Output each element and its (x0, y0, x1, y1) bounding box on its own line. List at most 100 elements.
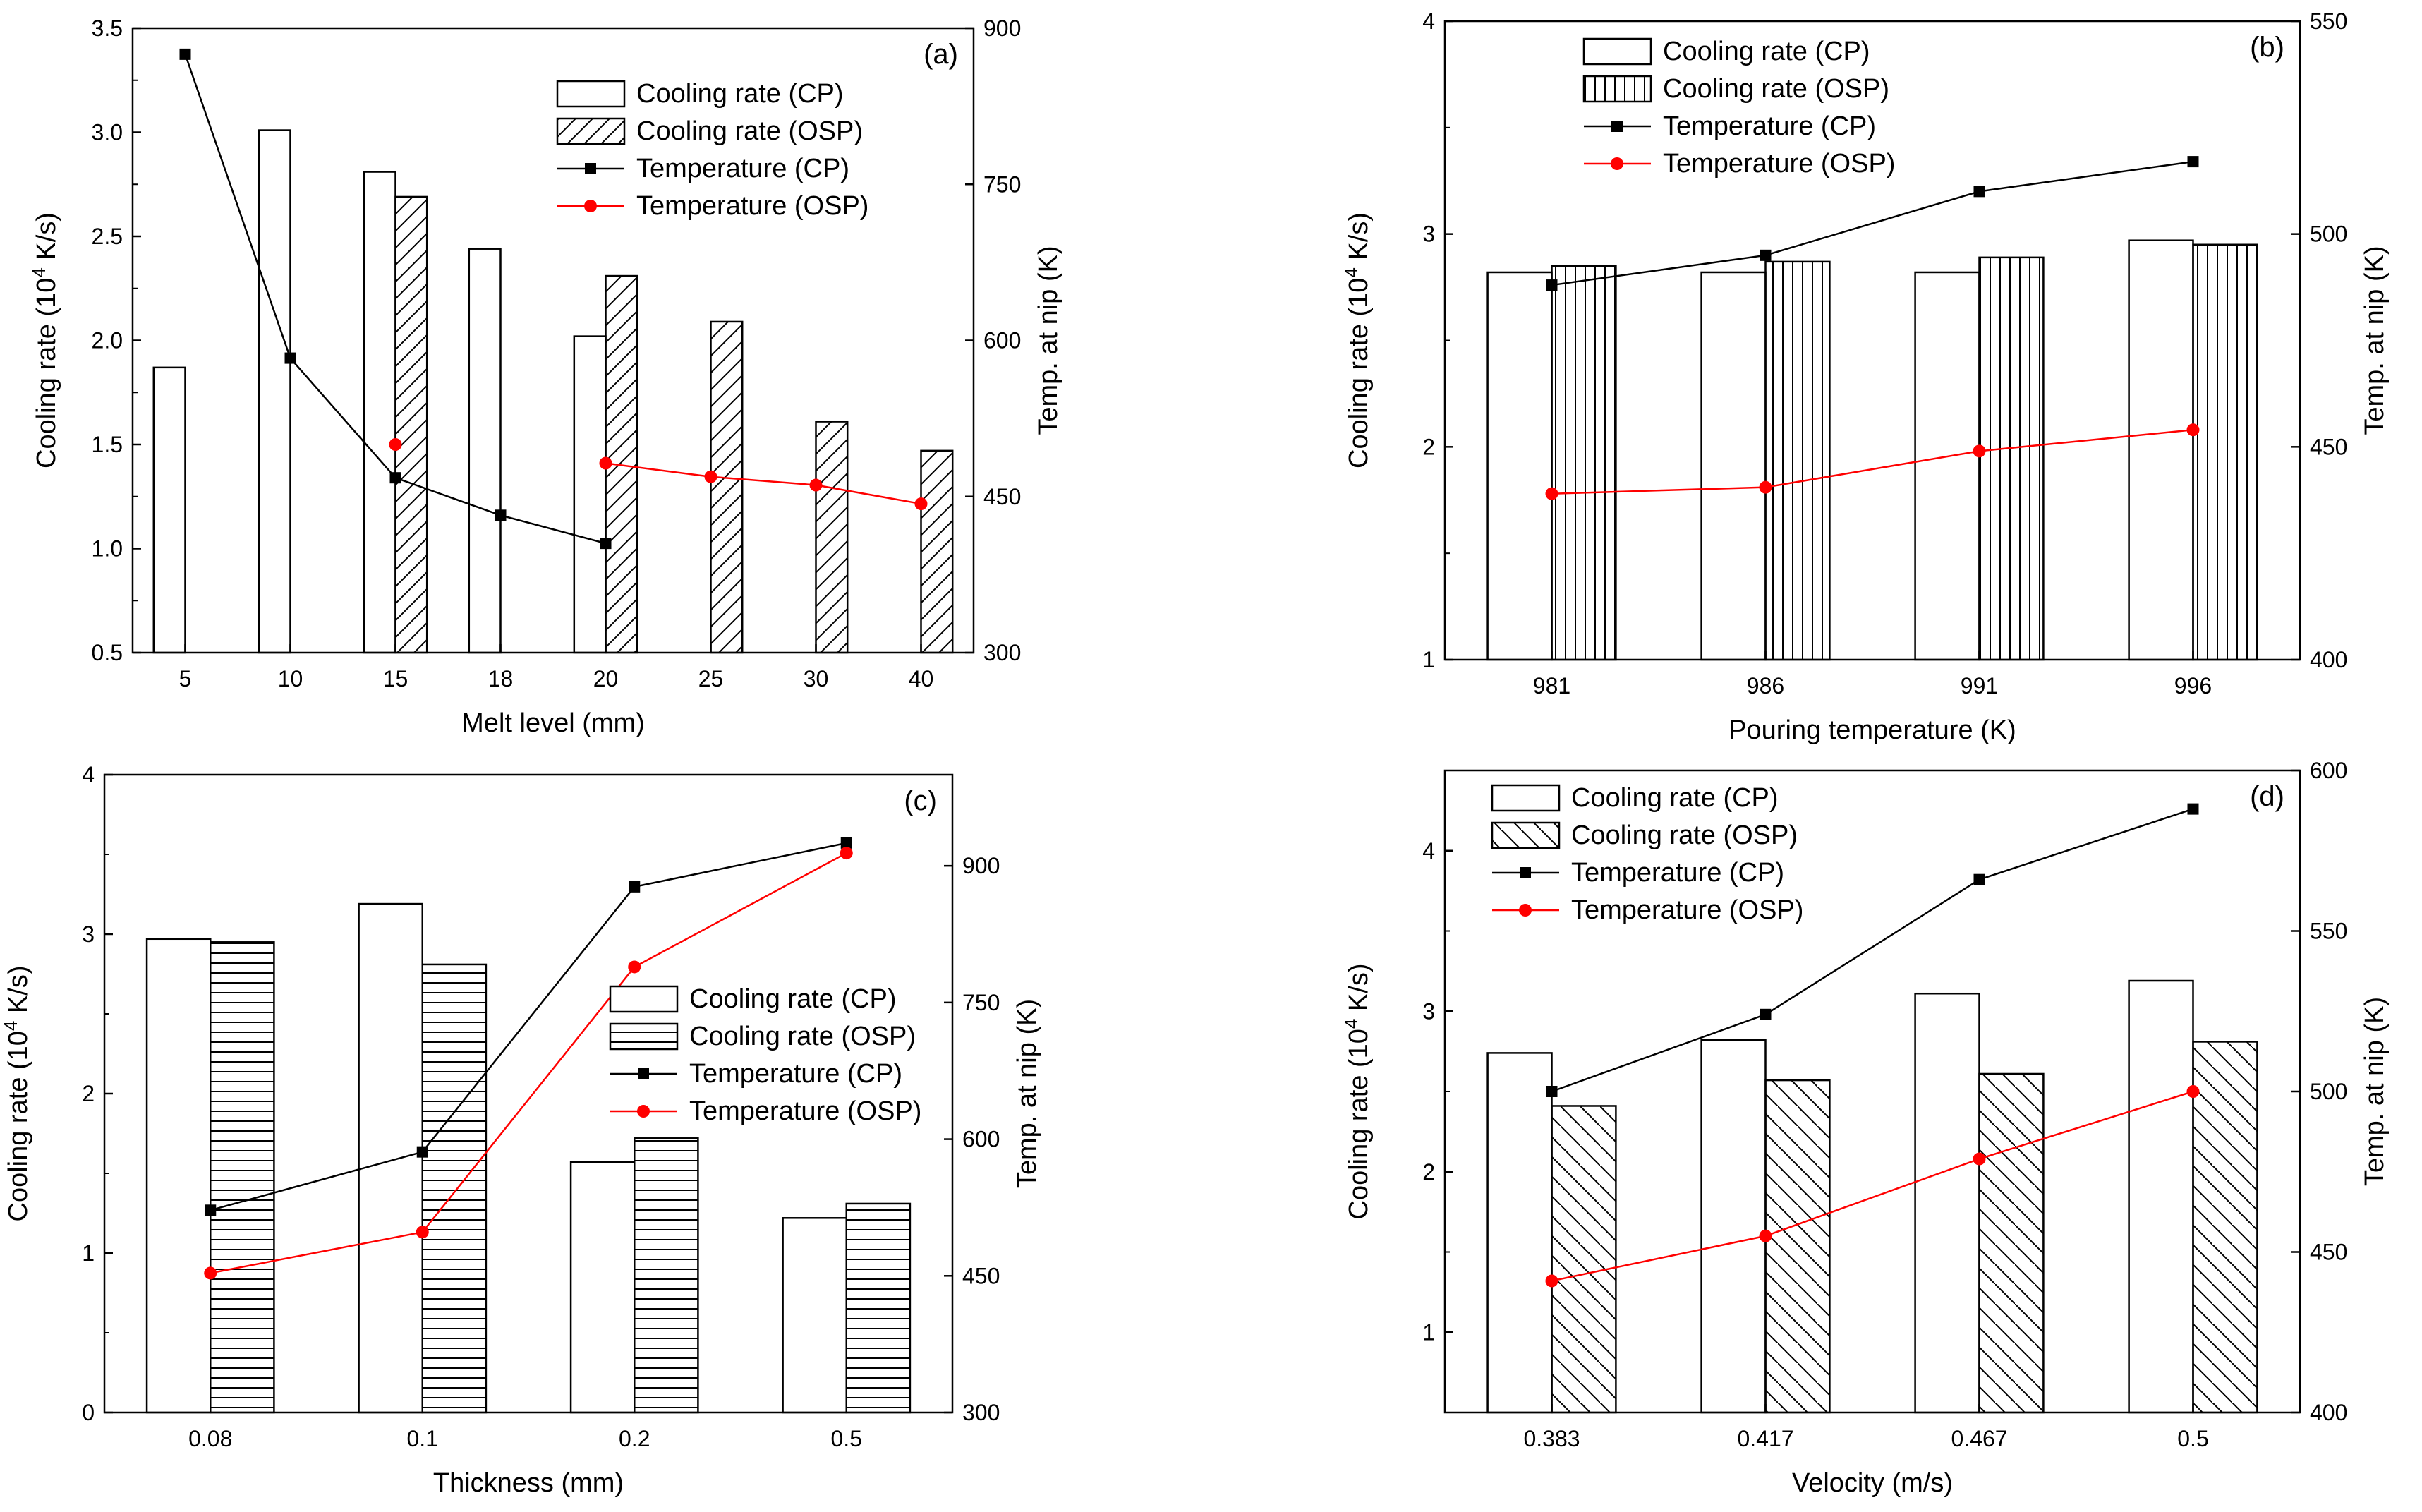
y2-tick-label: 750 (962, 990, 1000, 1015)
x-axis-title: Pouring temperature (K) (1728, 715, 2016, 745)
point-temp-osp-0.417 (1759, 1229, 1772, 1242)
y-tick-label: 4 (1422, 838, 1435, 864)
legend: Cooling rate (CP) Cooling rate (OSP) Tempe… (556, 79, 868, 221)
bar-osp-0.08 (210, 941, 275, 1414)
y-axis-title: Cooling rate (104 K/s) (28, 212, 61, 468)
x-tick-label: 0.383 (1523, 1426, 1580, 1451)
y-axis-title: Cooling rate (104 K/s) (1340, 964, 1374, 1220)
bar-osp-986 (1764, 260, 1831, 661)
y-axis-title-sup: 4 (1340, 1019, 1362, 1029)
legend: Cooling rate (CP) Cooling rate (OSP) Tempe… (1491, 783, 1803, 925)
bar-cp-981 (1486, 271, 1553, 661)
x-axis-title: Melt level (mm) (461, 708, 645, 738)
point-temp-osp-986 (1759, 480, 1772, 494)
legend-marker (637, 1105, 650, 1118)
legend-label: Cooling rate (OSP) (636, 116, 863, 146)
y2-tick-label: 300 (962, 1400, 1000, 1425)
y-axis-title-sup: 4 (1340, 267, 1362, 277)
point-temp-cp-15 (389, 472, 401, 484)
y-tick-label: 1.0 (92, 536, 123, 562)
line-temp-osp (605, 462, 921, 505)
bar-cp-0.08 (145, 938, 212, 1414)
y2-tick-label: 600 (2310, 758, 2347, 783)
panel-label: (a) (924, 39, 958, 70)
point-temp-cp-10 (284, 352, 296, 364)
y2-axis-title: Temp. at nip (K) (2360, 997, 2390, 1186)
x-tick-label: 0.2 (619, 1426, 650, 1451)
y2-tick-label: 500 (2310, 1079, 2347, 1104)
point-temp-cp-5 (179, 48, 191, 60)
bar-osp-0.2 (634, 1137, 699, 1414)
line-temp-osp (210, 852, 847, 1274)
bar-cp-20 (573, 335, 607, 654)
bar-cp-0.1 (358, 902, 424, 1414)
y-axis-title-tail: K/s) (4, 966, 33, 1021)
point-temp-cp-996 (2187, 156, 2199, 168)
y2-tick-label: 500 (2310, 222, 2347, 247)
y2-axis-title: Temp. at nip (K) (2360, 246, 2390, 435)
y-tick-label: 0 (82, 1400, 95, 1425)
legend-label: Cooling rate (OSP) (689, 1022, 916, 1051)
point-temp-cp-20 (600, 538, 612, 550)
point-temp-osp-0.2 (628, 960, 641, 974)
point-temp-osp-30 (809, 478, 823, 492)
legend-marker (1520, 867, 1531, 878)
y-tick-label: 2.0 (92, 328, 123, 353)
y-tick-label: 2 (1422, 1159, 1435, 1185)
y-tick-label: 0.5 (92, 640, 123, 665)
bar-osp-981 (1551, 265, 1617, 661)
y2-tick-label: 450 (2310, 434, 2347, 459)
x-tick-label: 0.1 (407, 1426, 438, 1451)
point-temp-cp-0.2 (629, 881, 641, 893)
point-temp-cp-986 (1760, 249, 1772, 261)
legend-label: Temperature (OSP) (1571, 895, 1803, 925)
x-axis-title: Thickness (mm) (433, 1468, 624, 1498)
legend-swatch (556, 117, 626, 145)
legend-swatch (609, 1022, 679, 1051)
chart-panel-a: 0.5 1.0 1.5 2.0 2.5 3.0 3.5 300 450 600 750 900 5 10 1… (28, 16, 1063, 738)
point-temp-osp-40 (914, 497, 928, 511)
point-temp-osp-0.5 (840, 847, 853, 860)
y2-tick-label: 400 (2310, 1400, 2347, 1425)
point-temp-cp-991 (1973, 186, 1985, 198)
y-tick-label: 3 (1422, 998, 1435, 1024)
y-tick-label: 2 (1422, 434, 1435, 459)
bar-osp-15 (394, 195, 428, 654)
x-tick-label: 0.417 (1737, 1426, 1793, 1451)
bar-cp-996 (2128, 239, 2194, 661)
x-tick-label: 30 (804, 666, 829, 691)
x-tick-label: 40 (909, 666, 934, 691)
bar-cp-0.383 (1486, 1052, 1553, 1414)
legend-swatch (1582, 37, 1652, 66)
legend-label: Temperature (OSP) (636, 191, 868, 221)
legend-label: Temperature (OSP) (1663, 149, 1895, 179)
bar-cp-991 (1914, 271, 1980, 661)
y2-tick-label: 750 (983, 171, 1021, 197)
y-axis-title-main: Cooling rate (10 (4, 1031, 33, 1221)
y-axis-title-sup: 4 (28, 267, 49, 277)
legend-label: Temperature (CP) (1571, 858, 1784, 888)
bar-osp-0.5 (2192, 1041, 2258, 1414)
x-tick-label: 20 (593, 666, 619, 691)
bar-cp-5 (152, 366, 186, 654)
y-tick-label: 3 (82, 921, 95, 947)
legend-marker (638, 1068, 649, 1079)
line-temp-osp (1551, 428, 2193, 495)
bar-osp-991 (1978, 256, 2045, 661)
y2-tick-label: 450 (2310, 1240, 2347, 1265)
y-tick-label: 3 (1422, 222, 1435, 247)
bar-cp-18 (468, 248, 502, 654)
y2-tick-label: 400 (2310, 647, 2347, 672)
bar-cp-0.5 (2128, 979, 2194, 1414)
x-tick-label: 25 (698, 666, 724, 691)
x-tick-label: 991 (1961, 673, 1998, 698)
legend-marker (585, 163, 596, 174)
bar-osp-0.383 (1551, 1105, 1617, 1414)
x-tick-label: 0.5 (831, 1426, 862, 1451)
legend-label: Temperature (CP) (636, 154, 849, 183)
legend-label: Cooling rate (CP) (636, 79, 844, 109)
y-axis-title-tail: K/s) (1344, 964, 1374, 1019)
legend-label: Temperature (CP) (1663, 111, 1876, 141)
y2-tick-label: 550 (2310, 8, 2347, 34)
y2-tick-label: 450 (962, 1263, 1000, 1288)
